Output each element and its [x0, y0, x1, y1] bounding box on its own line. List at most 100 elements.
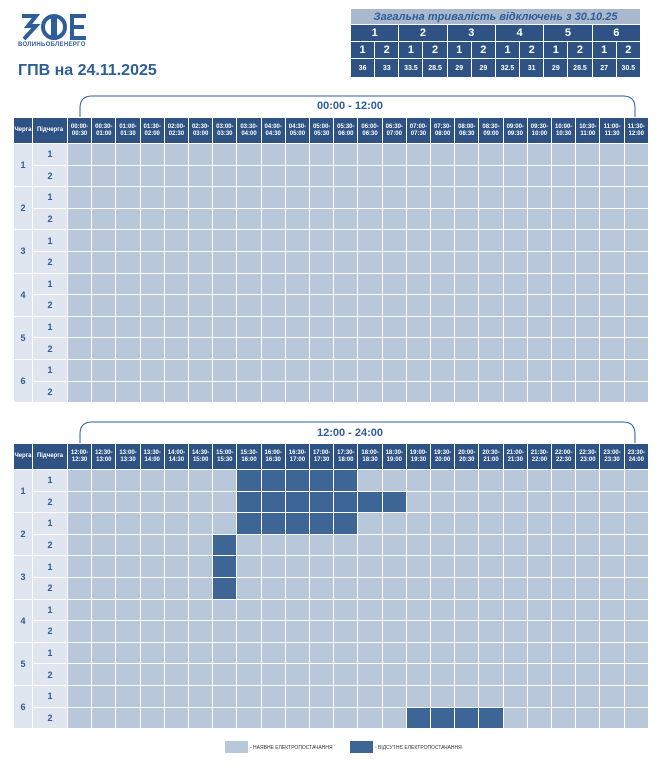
slot-cell [139, 337, 165, 360]
slot-cell [430, 207, 456, 231]
slot-label: 11:30-12:00 [623, 117, 649, 144]
slot-label: 19:30-20:00 [430, 443, 456, 470]
slot-cell [381, 641, 407, 665]
slot-cell [575, 598, 601, 622]
slot-cell [309, 512, 335, 535]
slot-cell [381, 469, 407, 492]
slot-cell [91, 186, 117, 209]
slot-cell [454, 272, 480, 296]
slot-cell [284, 533, 311, 557]
slot-cell [623, 469, 649, 492]
sub-label: 1 [32, 186, 68, 209]
slot-cell [575, 207, 601, 231]
slot-cell [333, 641, 359, 665]
slot-cell [66, 229, 93, 252]
slot-cell [623, 207, 649, 231]
slot-cell [188, 598, 214, 622]
slot-cell [430, 358, 456, 382]
slot-cell [333, 186, 359, 209]
slot-cell [212, 250, 238, 274]
slot-cell [188, 380, 214, 404]
slot-label: 13:00-13:30 [115, 443, 141, 470]
slot-cell [236, 272, 262, 296]
slot-cell [405, 250, 432, 274]
slot-cell [309, 469, 335, 492]
slot-cell [454, 207, 480, 231]
slot-cell [430, 380, 456, 404]
sub-label: 2 [32, 294, 68, 317]
slot-cell [163, 250, 190, 274]
sub-label: 2 [32, 533, 68, 557]
slot-cell [91, 272, 117, 296]
slot-cell [454, 143, 480, 166]
slot-cell [115, 294, 141, 317]
slot-cell [91, 164, 117, 188]
slot-cell [575, 186, 601, 209]
slot-cell [405, 315, 432, 339]
schedule-row: 2 [14, 207, 649, 231]
slot-cell [502, 706, 528, 730]
slot-cell [575, 663, 601, 686]
slot-label: 22:30-23:00 [575, 443, 601, 470]
slot-cell [623, 380, 649, 404]
slot-cell [139, 684, 165, 708]
slot-cell [163, 294, 190, 317]
slot-cell [502, 272, 528, 296]
slot-cell [91, 533, 117, 557]
slot-cell [502, 663, 528, 686]
slot-cell [139, 663, 165, 686]
slot-cell [575, 272, 601, 296]
slot-cell [91, 337, 117, 360]
hours-value: 27 [591, 58, 617, 78]
slot-cell [454, 229, 480, 252]
slot-cell [623, 576, 649, 600]
slot-cell [430, 490, 456, 514]
arcs [79, 95, 636, 444]
slot-cell [309, 684, 335, 708]
slot-cell [575, 294, 601, 317]
slot-cell [454, 250, 480, 274]
slot-cell [163, 272, 190, 296]
slot-cell [284, 663, 311, 686]
slot-label: 03:30-04:00 [236, 117, 262, 144]
slot-cell [212, 620, 238, 643]
slot-cell [430, 272, 456, 296]
slot-label: 10:00-10:30 [551, 117, 577, 144]
slot-cell [188, 533, 214, 557]
slot-cell [381, 143, 407, 166]
slot-cell [454, 186, 480, 209]
slot-cell [212, 555, 238, 578]
slot-cell [478, 229, 504, 252]
slot-cell [623, 490, 649, 514]
slot-label: 19:00-19:30 [405, 443, 432, 470]
slot-cell [260, 272, 286, 296]
slot-cell [284, 294, 311, 317]
slot-cell [66, 576, 93, 600]
slot-cell [66, 358, 93, 382]
slot-cell [623, 512, 649, 535]
slot-cell [623, 533, 649, 557]
slot-cell [551, 358, 577, 382]
slot-cell [66, 663, 93, 686]
slot-cell [115, 706, 141, 730]
slot-cell [188, 469, 214, 492]
slot-cell [551, 598, 577, 622]
slot-cell [91, 294, 117, 317]
slot-label: 22:00-22:30 [551, 443, 577, 470]
slot-cell [91, 229, 117, 252]
slot-cell [381, 250, 407, 274]
slot-cell [163, 576, 190, 600]
slot-cell [212, 641, 238, 665]
slot-cell [236, 337, 262, 360]
slot-cell [66, 380, 93, 404]
slot-cell [212, 533, 238, 557]
slot-cell [381, 207, 407, 231]
legend-swatch [225, 741, 248, 753]
slot-cell [405, 469, 432, 492]
slot-cell [139, 294, 165, 317]
slot-cell [236, 641, 262, 665]
